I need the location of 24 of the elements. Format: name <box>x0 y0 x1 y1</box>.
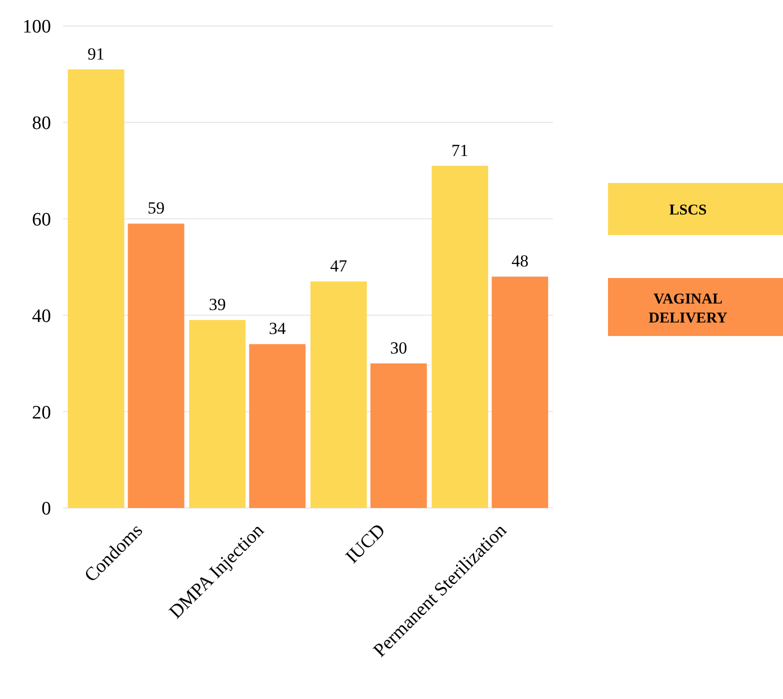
bar <box>189 320 246 508</box>
data-label: 39 <box>208 295 226 314</box>
data-label: 91 <box>88 44 105 64</box>
data-label: 71 <box>451 140 468 160</box>
text: LSCS <box>669 202 707 218</box>
data-label: 48 <box>511 252 528 271</box>
y-tick-label: 60 <box>32 209 51 230</box>
y-tick-label: 40 <box>32 306 51 327</box>
bar <box>249 344 306 508</box>
bar <box>432 166 488 508</box>
y-tick-label: 0 <box>42 498 51 520</box>
bar <box>310 281 367 508</box>
bar <box>370 363 427 508</box>
bar <box>492 276 548 508</box>
bar <box>128 224 184 508</box>
data-label: 30 <box>390 338 408 358</box>
y-tick-label: 80 <box>32 113 51 134</box>
data-label: 47 <box>330 256 348 276</box>
text: VAGINAL DELIVERY <box>648 291 728 326</box>
bar <box>68 69 124 508</box>
data-label: 59 <box>148 198 165 218</box>
y-tick-label: 100 <box>22 16 51 38</box>
y-tick-label: 20 <box>32 402 51 424</box>
data-label: 34 <box>268 319 286 338</box>
